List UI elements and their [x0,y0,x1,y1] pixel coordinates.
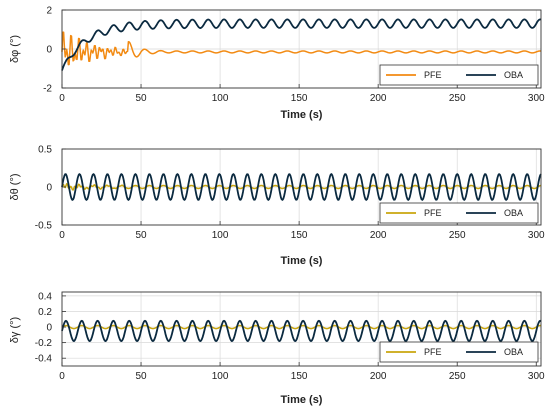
y-tick-label: 0.5 [38,145,52,156]
x-tick-label: 250 [449,371,466,382]
x-tick-label: 50 [135,371,147,382]
y-tick-label: 2 [46,6,52,17]
x-tick-label: 150 [291,93,308,104]
x-tick-label: 200 [370,230,387,241]
legend-label-pfe: PFE [424,70,442,80]
x-axis-label: Time (s) [281,394,323,406]
y-tick-label: 0 [46,45,52,56]
y-tick-label: -0.5 [35,221,53,232]
y-axis-label: δγ (°) [9,317,21,343]
chart-1: 0 50 100 150 200 250 300 2 0 -2 Time (s) δφ (°) PFE O… [9,6,545,122]
legend-box [379,341,539,363]
chart-2: 0 50 100 150 200 250 300 0.5 0 -0.5 Time (s) δθ (°)… [9,145,545,268]
x-tick-label: 300 [528,93,545,104]
legend-label-oba: OBA [504,347,523,357]
legend-box [379,202,539,224]
x-tick-label: 50 [135,93,147,104]
chart-3: 0 50 100 150 200 250 300 0.4 0.2 0 -0.2 -0.4 Time (s… [9,291,545,406]
y-axis-label: δθ (°) [9,173,21,200]
x-tick-label: 250 [449,93,466,104]
x-tick-label: 0 [59,93,65,104]
y-tick-label: 0 [46,323,52,334]
x-tick-label: 250 [449,230,466,241]
x-axis-label: Time (s) [281,255,323,267]
x-tick-label: 300 [528,230,545,241]
x-tick-label: 100 [212,93,229,104]
legend-label-oba: OBA [504,208,523,218]
x-tick-label: 100 [212,371,229,382]
legend: PFE OBA [379,341,539,363]
y-tick-label: -0.2 [35,338,53,349]
axes-frame [61,291,542,367]
x-tick-label: 200 [370,371,387,382]
x-tick-label: 100 [212,230,229,241]
legend: PFE OBA [379,202,539,224]
y-axis-label: δφ (°) [9,35,21,63]
series-line-oba [61,319,542,343]
x-tick-label: 150 [291,371,308,382]
x-tick-label: 0 [59,230,65,241]
series-line-oba [61,18,542,71]
legend-label-pfe: PFE [424,347,442,357]
x-axis-label: Time (s) [281,109,323,121]
y-tick-label: 0.2 [38,307,52,318]
legend-box [379,64,539,86]
legend-label-pfe: PFE [424,208,442,218]
series-line-pfe [61,31,541,66]
x-tick-label: 0 [59,371,65,382]
y-tick-label: -2 [43,84,52,95]
x-tick-label: 50 [135,230,147,241]
x-tick-label: 300 [528,371,545,382]
legend: PFE OBA [379,64,539,86]
x-tick-label: 150 [291,230,308,241]
x-tick-label: 200 [370,93,387,104]
legend-label-oba: OBA [504,70,523,80]
y-tick-label: 0.4 [38,291,52,302]
y-tick-label: 0 [46,183,52,194]
series-line-oba [61,173,542,201]
y-tick-label: -0.4 [35,354,53,365]
